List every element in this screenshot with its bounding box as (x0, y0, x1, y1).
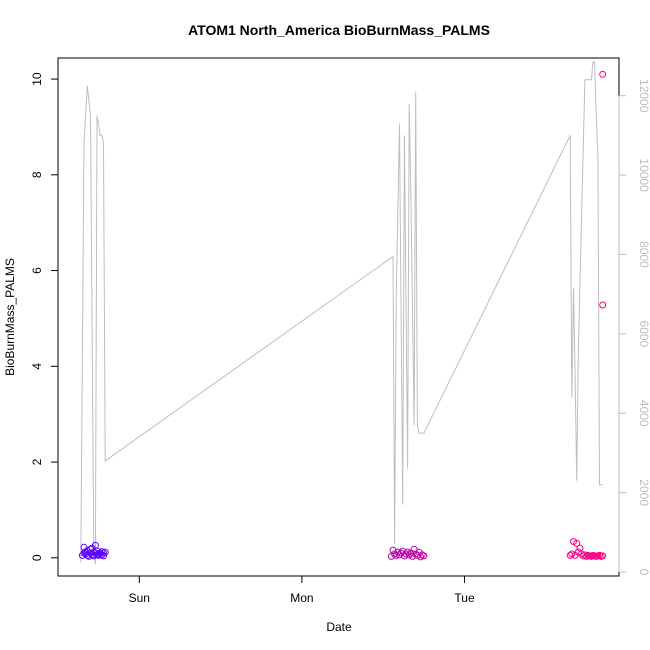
data-point (101, 548, 109, 556)
data-point (599, 301, 607, 309)
y2-tick-label: 10000 (637, 158, 650, 192)
data-point (420, 552, 428, 560)
data-point (573, 539, 581, 547)
data-point (98, 548, 106, 556)
plot-frame (57, 57, 620, 577)
y-axis-label: BioBurnMass_PALMS (3, 258, 17, 376)
data-point (417, 553, 425, 561)
data-point (402, 550, 410, 558)
x-tick-label: Tue (454, 591, 475, 605)
data-point (405, 551, 413, 559)
chart-title: ATOM1 North_America BioBurnMass_PALMS (188, 22, 490, 38)
data-point (85, 552, 93, 560)
y-tick-label: 0 (30, 554, 44, 561)
y2-tick-label: 0 (637, 569, 650, 576)
data-point (568, 550, 576, 558)
y2-tick-label: 2000 (637, 479, 650, 506)
data-point (599, 70, 607, 78)
data-point (587, 552, 595, 560)
y2-tick-label: 8000 (637, 241, 650, 268)
data-point (100, 552, 107, 560)
y-tick-label: 8 (30, 171, 44, 178)
data-point (599, 552, 607, 560)
y-tick-label: 10 (30, 72, 44, 86)
data-point (413, 551, 421, 559)
x-tick-label: Mon (290, 591, 313, 605)
y-tick-label: 2 (30, 458, 44, 465)
right-y-axis: 0 2000 4000 6000 8000 10000 12000 (618, 79, 650, 576)
plot-area (57, 57, 620, 577)
data-point (576, 544, 584, 552)
y2-tick-label: 12000 (637, 79, 650, 113)
y-tick-label: 4 (30, 363, 44, 370)
x-axis-label: Date (326, 620, 352, 634)
data-point (583, 552, 590, 560)
data-point (566, 551, 574, 559)
altitude-line (80, 61, 603, 565)
altitude-line-layer (80, 61, 603, 565)
y-tick-label: 6 (30, 267, 44, 274)
y2-tick-label: 4000 (637, 400, 650, 427)
y2-tick-label: 6000 (637, 321, 650, 348)
x-tick-label: Sun (129, 591, 150, 605)
data-point (418, 551, 426, 559)
points-layer (78, 70, 607, 561)
left-y-axis: 0 2 4 6 8 10 (30, 72, 59, 561)
data-point (581, 551, 589, 559)
x-axis: Sun Mon Tue (129, 576, 475, 605)
data-point (596, 551, 603, 559)
